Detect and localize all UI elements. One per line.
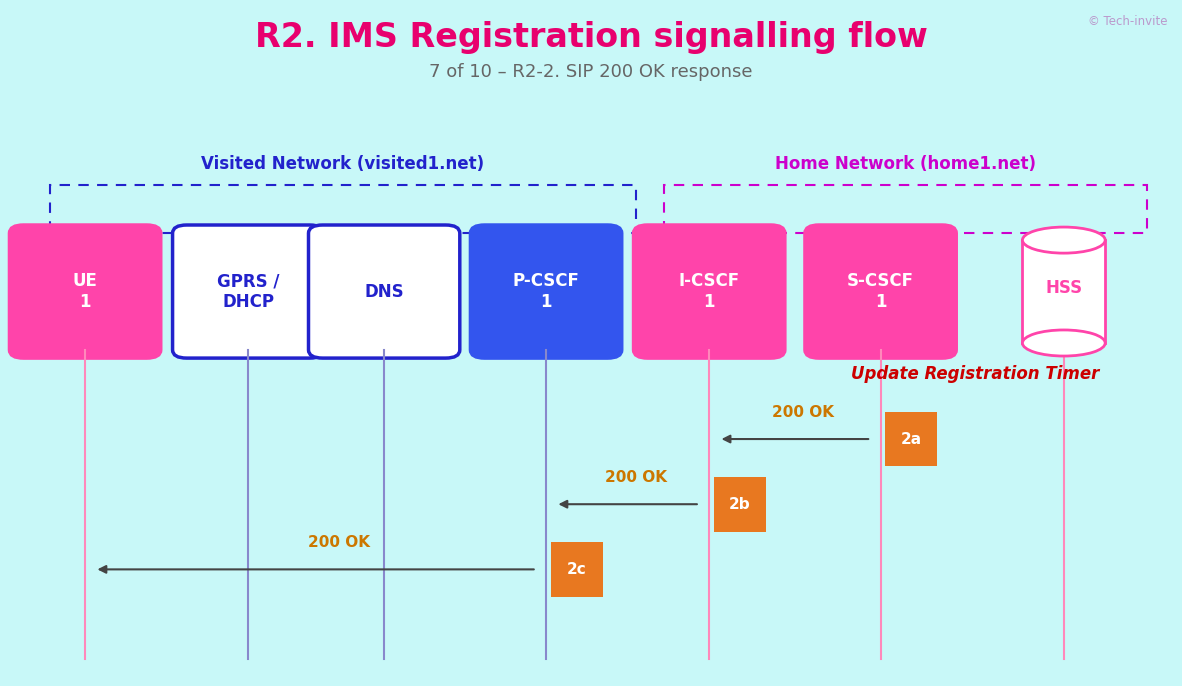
FancyBboxPatch shape <box>634 225 785 358</box>
Text: 2b: 2b <box>729 497 751 512</box>
Text: R2. IMS Registration signalling flow: R2. IMS Registration signalling flow <box>254 21 928 54</box>
Text: 7 of 10 – R2-2. SIP 200 OK response: 7 of 10 – R2-2. SIP 200 OK response <box>429 63 753 81</box>
Text: S-CSCF
1: S-CSCF 1 <box>847 272 914 311</box>
Text: DNS: DNS <box>364 283 404 300</box>
Text: UE
1: UE 1 <box>72 272 98 311</box>
FancyBboxPatch shape <box>9 225 161 358</box>
Ellipse shape <box>1022 227 1105 253</box>
Text: 2c: 2c <box>567 562 586 577</box>
FancyBboxPatch shape <box>1022 240 1105 343</box>
Text: GPRS /
DHCP: GPRS / DHCP <box>217 272 279 311</box>
Text: 200 OK: 200 OK <box>773 405 834 420</box>
Text: P-CSCF
1: P-CSCF 1 <box>513 272 579 311</box>
Text: Update Registration Timer: Update Registration Timer <box>851 365 1099 383</box>
FancyBboxPatch shape <box>551 542 603 597</box>
FancyBboxPatch shape <box>885 412 937 466</box>
FancyBboxPatch shape <box>309 225 460 358</box>
Text: 2a: 2a <box>901 431 922 447</box>
FancyBboxPatch shape <box>805 225 956 358</box>
Text: Visited Network (visited1.net): Visited Network (visited1.net) <box>201 155 485 173</box>
Text: 200 OK: 200 OK <box>307 535 370 550</box>
Text: HSS: HSS <box>1045 279 1083 297</box>
FancyBboxPatch shape <box>470 225 622 358</box>
Ellipse shape <box>1022 330 1105 356</box>
FancyBboxPatch shape <box>173 225 324 358</box>
FancyBboxPatch shape <box>714 477 766 532</box>
Text: Home Network (home1.net): Home Network (home1.net) <box>775 155 1035 173</box>
Text: I-CSCF
1: I-CSCF 1 <box>678 272 740 311</box>
Text: 200 OK: 200 OK <box>605 470 667 485</box>
Text: © Tech-invite: © Tech-invite <box>1089 15 1168 28</box>
